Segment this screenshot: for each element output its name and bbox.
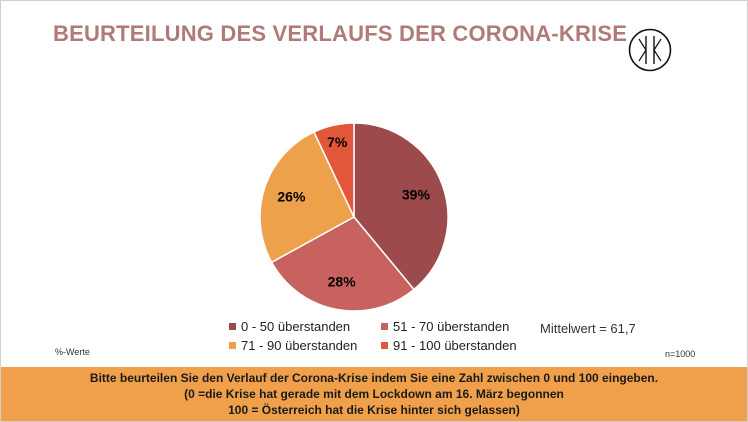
legend-swatch [229, 342, 236, 349]
legend-label: 91 - 100 überstanden [393, 338, 517, 353]
legend-item-1: 51 - 70 überstanden [381, 319, 509, 334]
legend-label: 71 - 90 überstanden [241, 338, 358, 353]
legend-swatch [381, 342, 388, 349]
slice-data-label-3: 7% [327, 134, 348, 150]
legend-label: 0 - 50 überstanden [241, 319, 351, 334]
pie-slice-0 [353, 122, 449, 291]
footer-line-3: 100 = Österreich hat die Krise hinter si… [228, 403, 520, 417]
pie-chart: 39% 28% 26% 7% [259, 122, 449, 312]
legend-item-2: 71 - 90 überstanden [229, 338, 357, 353]
slice-data-label-1: 28% [328, 274, 357, 290]
page-title: BEURTEILUNG DES VERLAUFS DER CORONA-KRIS… [53, 21, 628, 46]
slice-data-label-2: 26% [277, 189, 306, 205]
footer-line-1: Bitte beurteilen Sie den Verlauf der Cor… [89, 371, 659, 385]
legend-label: 51 - 70 überstanden [393, 319, 510, 334]
question-footer: Bitte beurteilen Sie den Verlauf der Cor… [1, 367, 747, 421]
legend-item-0: 0 - 50 überstanden [229, 319, 350, 334]
footer-line-2: (0 =die Krise hat gerade mit dem Lockdow… [184, 387, 564, 401]
mean-value: Mittelwert = 61,7 [540, 321, 636, 336]
pie-slice-2 [259, 130, 355, 264]
legend-swatch [229, 323, 236, 330]
pie-slice-3 [312, 122, 355, 218]
pie-slice-1 [270, 216, 415, 312]
legend-swatch [381, 323, 388, 330]
slice-data-label-0: 39% [402, 187, 431, 203]
unit-note: %-Werte [55, 347, 90, 357]
sample-size-note: n=1000 [665, 349, 696, 359]
kk-monogram-icon [628, 28, 672, 72]
chart-legend: 0 - 50 überstanden 51 - 70 überstanden 71 … [229, 319, 659, 355]
legend-item-3: 91 - 100 überstanden [381, 338, 517, 353]
